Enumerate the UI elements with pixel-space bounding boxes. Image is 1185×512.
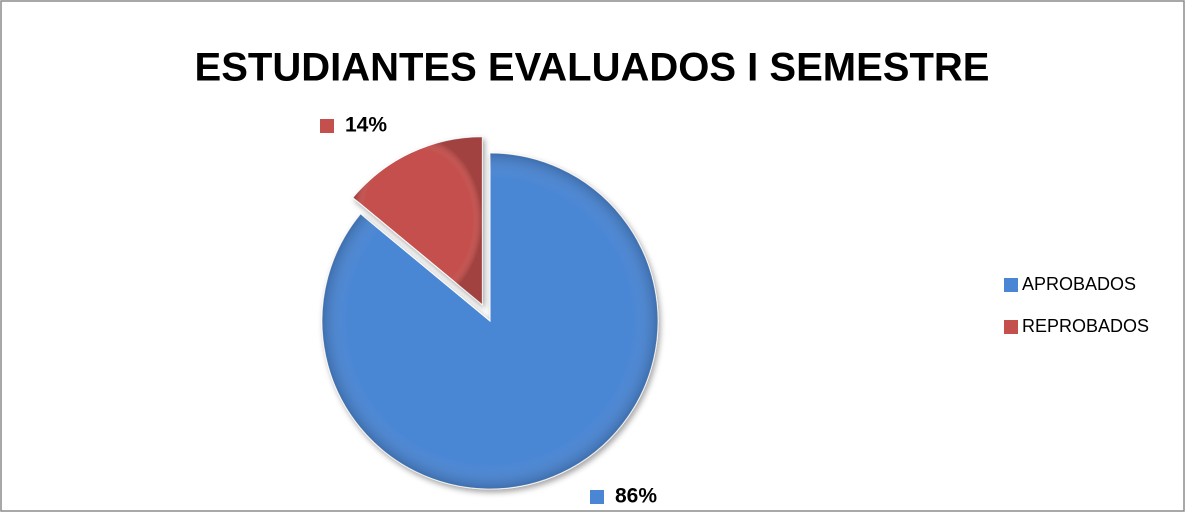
chart-title: ESTUDIANTES EVALUADOS I SEMESTRE bbox=[195, 46, 990, 90]
value-label: 86% bbox=[615, 485, 657, 508]
legend-key bbox=[1004, 278, 1018, 292]
legend-label: REPROBADOS bbox=[1022, 316, 1149, 336]
label-key bbox=[320, 119, 334, 133]
label-key bbox=[590, 490, 604, 504]
value-label: 14% bbox=[345, 114, 387, 137]
legend-label: APROBADOS bbox=[1022, 274, 1136, 294]
legend-key bbox=[1004, 320, 1018, 334]
